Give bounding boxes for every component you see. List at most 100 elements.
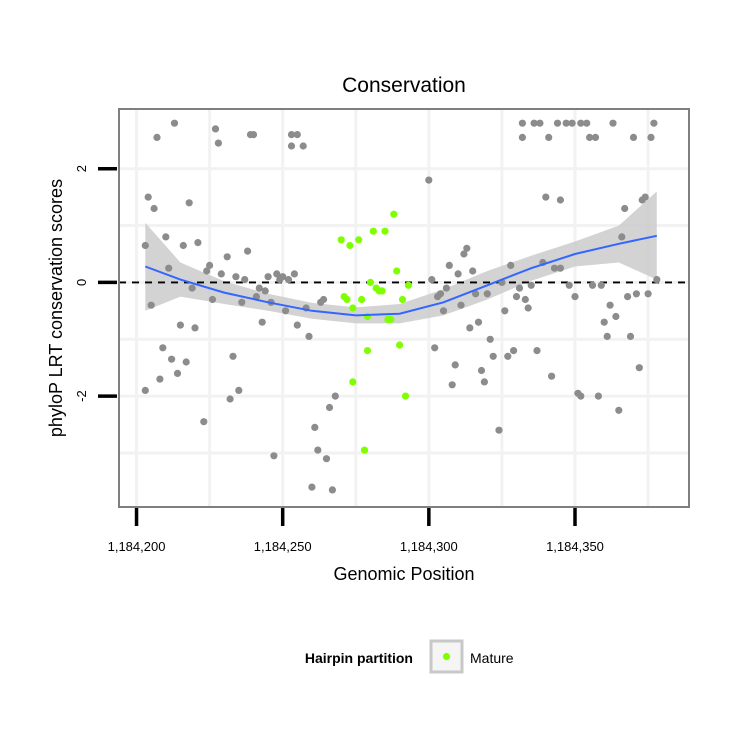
data-point-other [530,119,538,127]
data-point-other [545,133,553,141]
data-point-other [287,131,296,139]
panel-border [118,108,690,508]
data-point-other [258,318,266,326]
data-point-other [618,233,626,241]
data-point-other [542,193,550,201]
data-point-other [454,270,462,278]
data-point-other [182,358,190,366]
data-point-other [463,244,471,252]
data-point-other [179,241,187,250]
y-axis-title: phyloP LRT conservation scores [46,179,66,437]
data-point-other [629,133,638,141]
data-point-other [287,142,296,150]
data-point-other [173,369,182,377]
data-point-other [524,304,532,312]
data-point-other [583,119,591,127]
data-point-other [457,301,465,309]
data-point-mature [381,227,389,235]
data-point-other [650,119,658,127]
data-point-other [562,119,570,127]
data-point-mature [390,210,398,218]
data-point-mature [396,341,404,349]
data-point-other [255,284,263,292]
data-point-mature [387,315,395,323]
data-point-other [241,276,249,284]
y-tick-label: -2 [74,390,89,402]
data-point-other [270,452,278,460]
data-point-mature [393,267,401,275]
data-point-other [594,392,603,400]
data-point-other [439,307,448,315]
data-point-other [168,355,176,363]
data-point-other [509,347,518,355]
data-point-other [641,193,649,201]
data-point-other [501,307,509,315]
data-point-other [176,321,184,329]
data-point-other [279,273,287,281]
y-tick-label: 2 [74,165,89,172]
data-point-mature [346,241,354,250]
data-point-other [311,423,319,431]
data-point-other [261,287,269,295]
data-point-other [612,312,620,321]
data-point-other [466,324,474,332]
data-point-other [480,378,488,386]
data-point-other [217,270,225,278]
data-point-other [162,233,170,241]
x-axis-title: Genomic Position [333,564,474,584]
data-point-other [624,293,632,301]
data-point-other [495,426,503,434]
data-point-other [504,352,512,360]
data-point-other [621,204,629,213]
grid-lines [119,109,689,507]
x-tick-label: 1,184,350 [546,539,604,554]
data-point-mature [358,295,366,304]
data-point-other [565,281,573,289]
plot-panel [118,108,690,508]
data-point-other [188,284,196,292]
data-point-mature [363,347,372,355]
data-point-other [548,372,556,380]
data-point-other [635,364,643,372]
smooth-layer [144,234,658,317]
data-point-other [325,403,334,412]
data-point-other [206,261,214,269]
data-point-other [477,366,486,375]
data-point-other [489,352,497,360]
data-point-other [191,324,199,332]
data-point-other [200,418,208,426]
data-point-other [571,293,579,301]
data-point-other [159,344,167,352]
confidence-ribbon [145,191,657,324]
data-point-other [533,347,541,355]
data-point-other [293,131,301,139]
data-point-other [293,321,301,329]
chart-title: Conservation [342,74,466,97]
x-tick-label: 1,184,250 [254,539,312,554]
data-point-other [428,276,436,284]
data-point-other [185,199,193,207]
data-point-other [588,281,597,289]
data-point-other [515,284,524,292]
data-point-other [644,290,652,298]
data-point-other [469,267,477,275]
data-point-mature [349,304,357,312]
data-point-other [284,276,293,284]
data-point-other [512,293,521,301]
data-point-other [486,335,494,343]
data-point-other [229,352,237,360]
data-point-other [214,139,222,147]
data-point-other [203,267,211,275]
data-point-other [442,284,450,292]
data-point-other [507,261,515,269]
data-point-other [320,295,328,304]
data-point-other [556,264,565,272]
data-point-other [448,381,456,389]
data-point-other [431,344,439,352]
data-point-other [331,392,339,400]
axes: 1,184,200 1,184,250 1,184,300 1,184,350 -2 0 2 [74,165,604,554]
data-point-other [153,133,161,141]
data-point-other [472,290,480,298]
data-point-other [518,133,527,141]
data-point-mature [404,281,412,289]
